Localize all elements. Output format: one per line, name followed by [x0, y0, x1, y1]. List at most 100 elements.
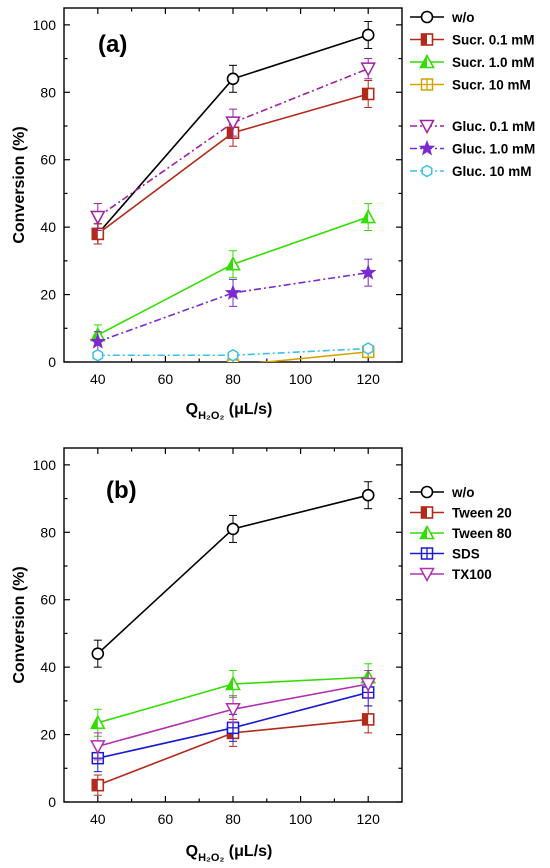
series-5	[90, 670, 376, 761]
marker-fill	[420, 526, 427, 539]
legend: w/o Tween 20 Tween 80 SDS TX100	[410, 485, 512, 583]
marker-shape	[421, 164, 433, 178]
marker-shape	[420, 10, 434, 24]
x-axis-label: QH₂O₂ (μL/s)	[186, 401, 273, 422]
y-tick-label: 100	[33, 17, 57, 33]
data-point	[224, 284, 242, 300]
data-point	[227, 348, 239, 362]
data-point	[225, 116, 241, 131]
series-3	[89, 203, 377, 346]
marker-shape	[90, 740, 106, 755]
data-point	[89, 333, 107, 349]
marker-fill	[361, 210, 369, 223]
data-point	[225, 256, 241, 271]
legend-item: Gluc. 1.0 mM	[410, 139, 535, 157]
legend-item: Sucr. 10 mM	[410, 78, 531, 93]
marker-shape	[361, 28, 375, 42]
marker-fill	[362, 713, 369, 725]
marker-fill	[226, 677, 233, 690]
data-point	[361, 87, 375, 101]
x-axis-label: QH₂O₂ (μL/s)	[186, 843, 273, 864]
x-axis-label-unit: (μL/s)	[224, 401, 272, 418]
series-5	[90, 58, 376, 232]
data-point	[361, 28, 375, 42]
legend-label: w/o	[451, 10, 475, 25]
x-tick-label: 40	[90, 371, 106, 387]
x-tick-label: 120	[357, 811, 381, 827]
marker-fill	[227, 127, 233, 139]
marker-shape	[89, 333, 107, 349]
series-line	[97, 271, 369, 343]
data-point	[225, 703, 241, 718]
legend-marker	[420, 506, 434, 519]
marker-shape	[224, 284, 242, 300]
plot-area	[89, 481, 377, 796]
legend-label: w/o	[451, 485, 475, 500]
legend-label: Gluc. 0.1 mM	[452, 119, 535, 134]
data-point	[225, 675, 241, 691]
marker-fill	[92, 779, 98, 791]
y-tick-label: 0	[48, 794, 56, 810]
marker-shape	[420, 485, 434, 499]
legend-marker	[419, 524, 435, 540]
y-tick-label: 20	[40, 287, 56, 303]
data-point	[226, 522, 240, 536]
marker-shape	[361, 488, 375, 502]
data-point	[359, 264, 377, 280]
marker-fill	[91, 716, 98, 729]
y-tick-label: 0	[48, 354, 56, 370]
marker-shape	[226, 522, 240, 536]
y-tick-label: 20	[40, 727, 56, 743]
data-point	[90, 210, 106, 226]
y-tick-label: 60	[40, 152, 56, 168]
legend-marker	[421, 164, 433, 178]
legend: w/o Sucr. 0.1 mM Sucr. 1.0 mM Sucr. 10 mM Gl…	[410, 10, 535, 179]
y-tick-label: 100	[33, 457, 57, 473]
data-point	[89, 714, 106, 730]
data-point	[360, 62, 376, 77]
legend-marker	[420, 547, 434, 560]
marker-shape	[360, 62, 376, 77]
series-2	[91, 79, 375, 245]
data-point	[90, 740, 106, 755]
series-7	[92, 342, 374, 362]
marker-fill	[421, 507, 427, 518]
marker-fill	[92, 228, 98, 240]
data-point	[226, 721, 240, 735]
x-tick-label: 60	[158, 371, 174, 387]
panel-label: (b)	[106, 477, 137, 504]
marker-shape	[226, 72, 240, 86]
y-tick-label: 40	[40, 659, 56, 675]
data-point	[91, 778, 105, 792]
legend-item: Tween 80	[410, 524, 512, 541]
legend-marker	[418, 139, 436, 156]
x-axis-label-unit: (μL/s)	[224, 843, 272, 860]
y-axis-label: Conversion (%)	[11, 566, 28, 683]
marker-shape	[90, 210, 106, 226]
x-tick-label: 80	[225, 371, 241, 387]
marker-shape	[227, 348, 239, 362]
legend-label: Sucr. 10 mM	[452, 78, 531, 93]
data-point	[92, 348, 104, 362]
legend-label: Gluc. 10 mM	[452, 164, 532, 179]
x-axis-label-main: Q	[186, 843, 198, 860]
legend-item: Gluc. 10 mM	[410, 164, 532, 179]
y-tick-label: 40	[40, 219, 56, 235]
series-line	[97, 67, 369, 218]
plot-frame	[63, 7, 403, 363]
legend-label: Gluc. 1.0 mM	[452, 142, 535, 157]
legend-marker	[420, 10, 434, 24]
legend-marker	[419, 567, 435, 583]
data-point	[226, 72, 240, 86]
legend-item: Gluc. 0.1 mM	[410, 119, 535, 135]
series-1	[91, 481, 375, 668]
y-tick-label: 80	[40, 84, 56, 100]
x-axis-label-sub: H₂O₂	[198, 852, 224, 864]
legend-marker	[420, 78, 434, 91]
legend-item: SDS	[410, 547, 480, 562]
legend-item: TX100	[410, 567, 492, 583]
data-point	[361, 713, 375, 726]
x-tick-label: 100	[289, 811, 313, 827]
x-tick-label: 80	[225, 811, 241, 827]
